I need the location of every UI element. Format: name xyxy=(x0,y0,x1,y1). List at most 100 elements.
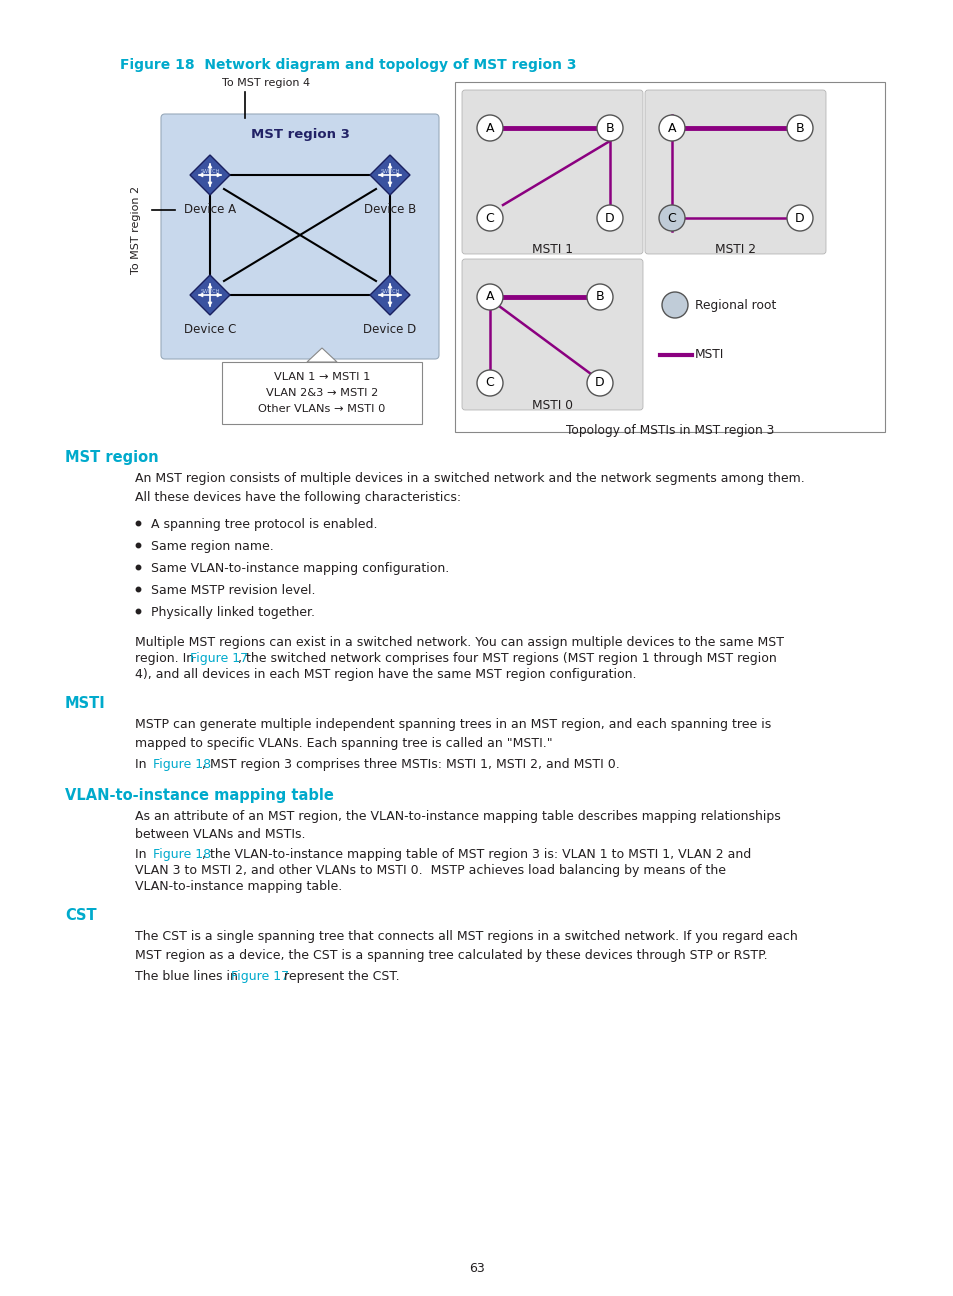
Text: C: C xyxy=(667,211,676,224)
Text: SWITCH: SWITCH xyxy=(380,289,399,294)
Text: SWITCH: SWITCH xyxy=(200,168,219,174)
Polygon shape xyxy=(208,165,212,168)
Polygon shape xyxy=(199,172,203,178)
Polygon shape xyxy=(208,284,212,288)
Text: In: In xyxy=(135,848,151,861)
Circle shape xyxy=(659,205,684,231)
Text: As an attribute of an MST region, the VLAN-to-instance mapping table describes m: As an attribute of an MST region, the VL… xyxy=(135,810,780,841)
Polygon shape xyxy=(388,284,392,288)
Polygon shape xyxy=(199,293,203,297)
FancyBboxPatch shape xyxy=(222,362,421,424)
Polygon shape xyxy=(388,181,392,187)
Text: Topology of MSTIs in MST region 3: Topology of MSTIs in MST region 3 xyxy=(565,424,774,437)
Text: A spanning tree protocol is enabled.: A spanning tree protocol is enabled. xyxy=(151,518,377,531)
Text: Other VLANs → MSTI 0: Other VLANs → MSTI 0 xyxy=(258,404,385,413)
Text: B: B xyxy=(795,122,803,135)
FancyBboxPatch shape xyxy=(161,114,438,359)
Text: SWITCH: SWITCH xyxy=(200,289,219,294)
Text: In: In xyxy=(135,758,151,771)
Text: An MST region consists of multiple devices in a switched network and the network: An MST region consists of multiple devic… xyxy=(135,472,804,504)
Polygon shape xyxy=(388,302,392,306)
Text: Figure 17: Figure 17 xyxy=(231,969,289,982)
Text: Device C: Device C xyxy=(184,323,236,336)
Circle shape xyxy=(661,292,687,318)
Text: MSTI 1: MSTI 1 xyxy=(532,244,573,257)
Text: Device B: Device B xyxy=(363,203,416,216)
Text: , MST region 3 comprises three MSTIs: MSTI 1, MSTI 2, and MSTI 0.: , MST region 3 comprises three MSTIs: MS… xyxy=(202,758,619,771)
Circle shape xyxy=(597,205,622,231)
Text: A: A xyxy=(485,122,494,135)
Text: 4), and all devices in each MST region have the same MST region configuration.: 4), and all devices in each MST region h… xyxy=(135,667,636,680)
Text: Same MSTP revision level.: Same MSTP revision level. xyxy=(151,584,315,597)
Circle shape xyxy=(476,115,502,141)
Polygon shape xyxy=(370,156,410,194)
Text: C: C xyxy=(485,377,494,390)
Text: , the switched network comprises four MST regions (MST region 1 through MST regi: , the switched network comprises four MS… xyxy=(237,652,776,665)
Circle shape xyxy=(476,369,502,397)
Text: B: B xyxy=(595,290,603,303)
Polygon shape xyxy=(378,172,382,178)
Polygon shape xyxy=(208,181,212,187)
Text: The blue lines in: The blue lines in xyxy=(135,969,242,982)
Polygon shape xyxy=(216,172,221,178)
Text: To MST region 4: To MST region 4 xyxy=(222,78,310,88)
Text: Same region name.: Same region name. xyxy=(151,540,274,553)
Text: MSTI: MSTI xyxy=(65,696,106,712)
FancyBboxPatch shape xyxy=(455,82,884,432)
Text: C: C xyxy=(485,211,494,224)
Text: VLAN 1 → MSTI 1: VLAN 1 → MSTI 1 xyxy=(274,372,370,382)
Circle shape xyxy=(586,284,613,310)
Text: Figure 18  Network diagram and topology of MST region 3: Figure 18 Network diagram and topology o… xyxy=(120,58,576,73)
FancyBboxPatch shape xyxy=(644,89,825,254)
Circle shape xyxy=(476,205,502,231)
Text: region. In: region. In xyxy=(135,652,198,665)
Text: VLAN 3 to MSTI 2, and other VLANs to MSTI 0.  MSTP achieves load balancing by me: VLAN 3 to MSTI 2, and other VLANs to MST… xyxy=(135,864,725,877)
Text: Figure 17: Figure 17 xyxy=(190,652,248,665)
Text: MSTI 2: MSTI 2 xyxy=(714,244,755,257)
Text: MSTP can generate multiple independent spanning trees in an MST region, and each: MSTP can generate multiple independent s… xyxy=(135,718,770,749)
Text: The CST is a single spanning tree that connects all MST regions in a switched ne: The CST is a single spanning tree that c… xyxy=(135,931,797,962)
Text: CST: CST xyxy=(65,908,96,923)
Text: Figure 18: Figure 18 xyxy=(152,848,211,861)
Text: MST region: MST region xyxy=(65,450,158,465)
Text: Multiple MST regions can exist in a switched network. You can assign multiple de: Multiple MST regions can exist in a swit… xyxy=(135,636,783,649)
Polygon shape xyxy=(208,302,212,306)
Polygon shape xyxy=(396,172,400,178)
Text: Physically linked together.: Physically linked together. xyxy=(151,607,314,619)
Text: Same VLAN-to-instance mapping configuration.: Same VLAN-to-instance mapping configurat… xyxy=(151,562,449,575)
Circle shape xyxy=(786,205,812,231)
Text: D: D xyxy=(595,377,604,390)
Polygon shape xyxy=(396,293,400,297)
Text: D: D xyxy=(795,211,804,224)
Text: Regional root: Regional root xyxy=(695,298,776,311)
Text: MST region 3: MST region 3 xyxy=(251,128,349,141)
Polygon shape xyxy=(370,275,410,315)
Text: VLAN-to-instance mapping table.: VLAN-to-instance mapping table. xyxy=(135,880,342,893)
Text: , the VLAN-to-instance mapping table of MST region 3 is: VLAN 1 to MSTI 1, VLAN : , the VLAN-to-instance mapping table of … xyxy=(202,848,750,861)
Polygon shape xyxy=(190,275,230,315)
Polygon shape xyxy=(378,293,382,297)
Text: Figure 18: Figure 18 xyxy=(152,758,211,771)
Text: represent the CST.: represent the CST. xyxy=(280,969,399,982)
Circle shape xyxy=(659,115,684,141)
Polygon shape xyxy=(388,165,392,168)
Text: A: A xyxy=(667,122,676,135)
Text: Device D: Device D xyxy=(363,323,416,336)
FancyBboxPatch shape xyxy=(461,89,642,254)
Circle shape xyxy=(586,369,613,397)
Text: VLAN 2&3 → MSTI 2: VLAN 2&3 → MSTI 2 xyxy=(266,388,377,398)
Text: SWITCH: SWITCH xyxy=(380,168,399,174)
Text: MSTI: MSTI xyxy=(695,349,723,362)
Polygon shape xyxy=(190,156,230,194)
Text: D: D xyxy=(604,211,614,224)
Text: A: A xyxy=(485,290,494,303)
Circle shape xyxy=(597,115,622,141)
Polygon shape xyxy=(216,293,221,297)
FancyBboxPatch shape xyxy=(461,259,642,410)
Text: 63: 63 xyxy=(469,1262,484,1275)
Text: VLAN-to-instance mapping table: VLAN-to-instance mapping table xyxy=(65,788,334,804)
Text: To MST region 2: To MST region 2 xyxy=(131,185,141,273)
Circle shape xyxy=(786,115,812,141)
Polygon shape xyxy=(307,349,336,362)
Text: Device A: Device A xyxy=(184,203,235,216)
